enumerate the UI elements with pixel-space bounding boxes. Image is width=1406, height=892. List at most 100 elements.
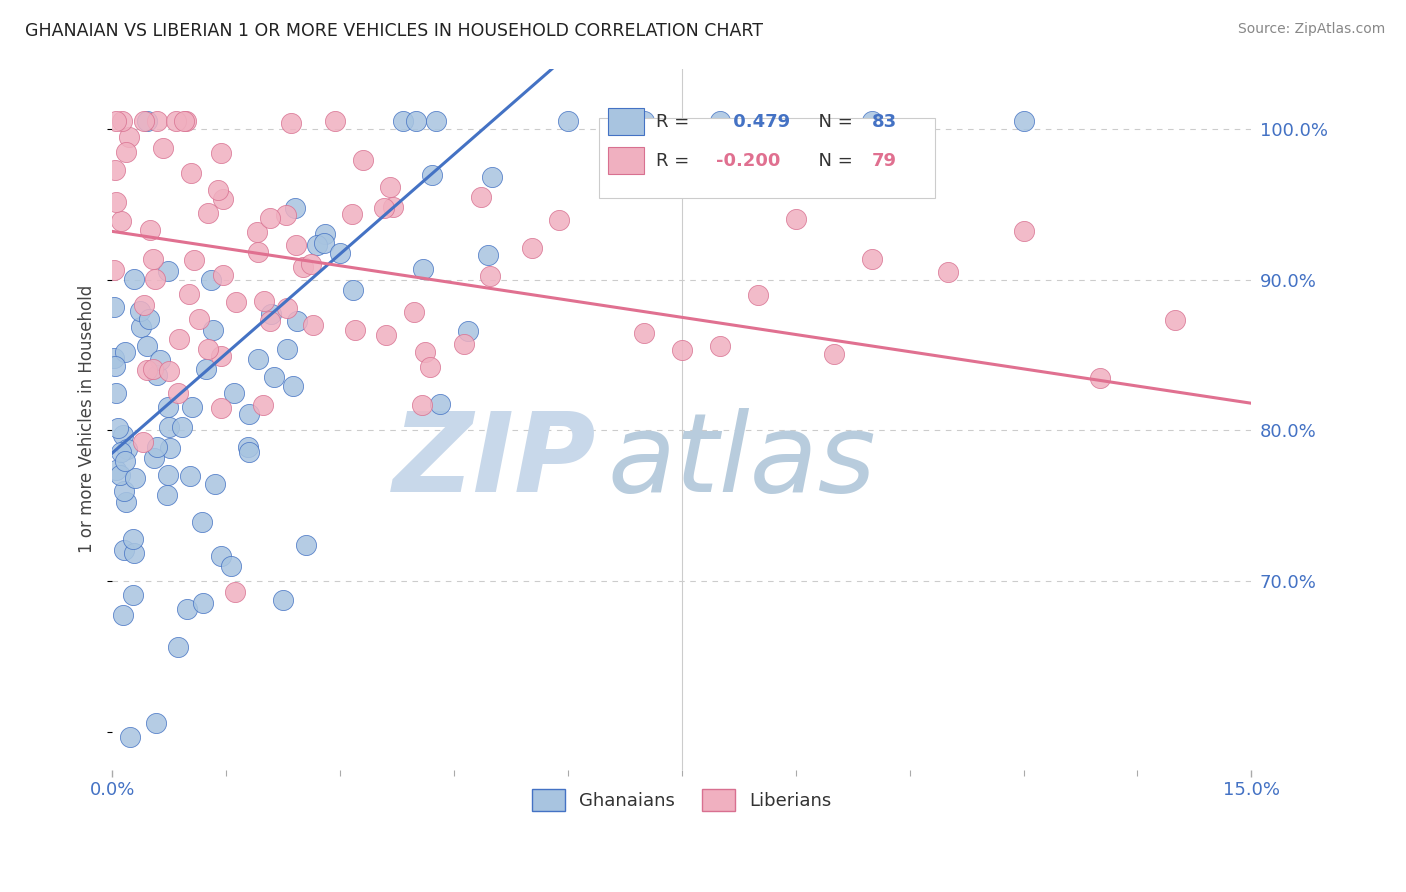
Point [823,347,845,361]
Text: -0.200: -0.200 [716,152,780,170]
Point [209,349,232,363]
Point [378,180,401,194]
Point [747,287,769,301]
Point [201,323,224,337]
Point [299,256,322,270]
Point [165,114,187,128]
Point [470,190,492,204]
Point [382,200,405,214]
Point [149,352,172,367]
Point [419,359,441,374]
Point [224,385,246,400]
Point [276,301,298,315]
Point [204,477,226,491]
Point [1164,313,1187,327]
Text: GHANAIAN VS LIBERIAN 1 OR MORE VEHICLES IN HOUSEHOLD CORRELATION CHART: GHANAIAN VS LIBERIAN 1 OR MORE VEHICLES … [25,22,763,40]
Point [146,368,169,383]
Point [285,238,308,252]
Point [1012,224,1035,238]
Text: Source: ZipAtlas.com: Source: ZipAtlas.com [1237,22,1385,37]
Point [211,268,233,282]
Point [375,328,398,343]
Point [392,114,415,128]
Point [323,114,346,128]
Point [246,225,269,239]
Point [132,114,155,128]
Point [114,543,136,558]
Point [118,130,141,145]
Point [671,343,693,357]
Text: R =: R = [655,152,695,170]
Point [142,252,165,267]
Point [302,318,325,332]
Legend: Ghanaians, Liberians: Ghanaians, Liberians [523,780,841,821]
Point [281,378,304,392]
Point [284,201,307,215]
Point [295,538,318,552]
Point [188,312,211,326]
Point [211,192,233,206]
Point [156,400,179,414]
Point [108,468,131,483]
Point [405,114,427,128]
Point [120,731,142,745]
Point [138,311,160,326]
Text: 0.479: 0.479 [727,112,790,131]
Text: ZIP: ZIP [392,408,596,515]
Point [124,271,146,285]
Point [200,273,222,287]
Point [429,396,451,410]
Point [207,183,229,197]
Point [259,307,281,321]
Point [329,246,352,260]
Point [276,343,298,357]
Point [411,398,433,412]
Point [142,451,165,466]
Point [122,532,145,546]
Point [343,323,366,337]
Point [104,162,127,177]
Point [236,440,259,454]
Point [197,206,219,220]
Point [124,546,146,560]
Point [709,114,731,128]
Point [132,435,155,450]
Point [225,295,247,310]
Point [103,351,125,365]
Point [167,640,190,655]
Point [481,170,503,185]
Point [132,298,155,312]
Point [114,345,136,359]
Point [145,114,167,128]
Point [1088,371,1111,385]
Point [314,227,336,241]
Point [103,263,125,277]
Point [159,441,181,455]
Point [110,445,132,459]
Point [179,287,201,301]
Point [104,463,127,477]
Bar [607,147,644,174]
Text: 79: 79 [872,152,897,170]
Point [342,283,364,297]
Point [219,559,242,574]
Point [547,212,569,227]
Point [936,264,959,278]
Point [191,595,214,609]
Bar [607,109,644,135]
Point [152,141,174,155]
Text: R =: R = [655,112,695,131]
Point [247,351,270,366]
Point [479,268,502,283]
Point [412,262,434,277]
Point [197,343,219,357]
Point [103,300,125,314]
Text: N =: N = [807,112,859,131]
Point [111,428,134,442]
Point [176,114,198,128]
Point [420,168,443,182]
FancyBboxPatch shape [599,118,935,198]
Point [209,145,232,160]
Point [104,359,127,374]
Text: atlas: atlas [607,408,876,515]
